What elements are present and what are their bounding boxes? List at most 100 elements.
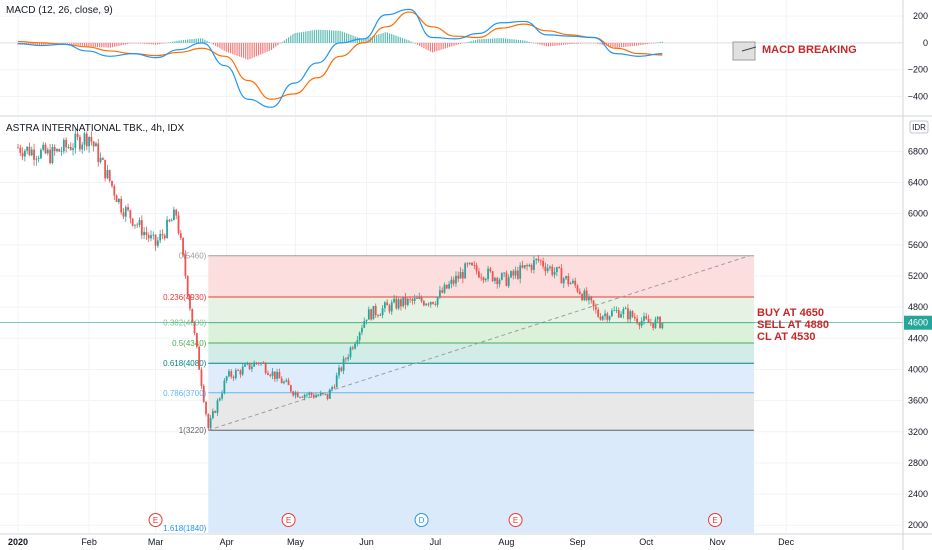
- event-marker[interactable]: E: [281, 513, 296, 527]
- macd-histogram-bar: [346, 33, 348, 43]
- event-marker[interactable]: D: [414, 513, 429, 527]
- candle-body: [351, 347, 354, 349]
- candle-body: [397, 299, 400, 309]
- macd-histogram-bar: [253, 42, 255, 58]
- candle-body: [578, 291, 581, 295]
- event-marker[interactable]: E: [148, 513, 163, 527]
- macd-histogram-bar: [245, 42, 247, 59]
- macd-histogram-bar: [620, 42, 623, 48]
- macd-histogram-bar: [341, 31, 343, 43]
- macd-histogram-bar: [401, 38, 404, 43]
- candle-body: [643, 316, 645, 321]
- macd-histogram-bar: [653, 42, 655, 44]
- candle-body: [652, 323, 655, 329]
- macd-histogram-bar: [146, 42, 148, 44]
- candle-body: [347, 357, 350, 360]
- candle-body: [413, 298, 416, 301]
- macd-histogram-bar: [457, 42, 459, 45]
- candle-body: [443, 284, 446, 293]
- candle-body: [260, 362, 262, 364]
- macd-histogram-bar: [373, 35, 376, 43]
- candle-body: [388, 305, 391, 312]
- svg-text:IDR: IDR: [912, 123, 926, 132]
- candle-body: [496, 277, 499, 285]
- macd-histogram-bar: [509, 38, 511, 43]
- macd-histogram-bar: [595, 42, 597, 44]
- macd-histogram-bar: [154, 42, 157, 45]
- candle-body: [46, 149, 49, 154]
- candle-body: [654, 319, 657, 329]
- macd-histogram-bar: [569, 42, 571, 45]
- candle-body: [315, 395, 317, 398]
- macd-histogram-bar: [642, 42, 644, 45]
- macd-histogram-bar: [118, 42, 120, 46]
- macd-histogram-bar: [180, 40, 182, 43]
- macd-annotation: MACD BREAKING: [762, 44, 857, 56]
- currency-badge[interactable]: IDR: [909, 120, 929, 134]
- fib-level-label: 1.618(1840): [163, 524, 206, 533]
- macd-tick-label: −200: [908, 65, 928, 75]
- macd-histogram-bar: [539, 42, 541, 45]
- candle-body: [574, 280, 577, 286]
- macd-histogram-bar: [408, 40, 410, 43]
- event-marker-circle: [281, 513, 296, 527]
- candle-body: [487, 268, 489, 280]
- macd-histogram-bar: [593, 42, 595, 44]
- macd-histogram-bar: [266, 42, 268, 52]
- candle-body: [335, 375, 338, 388]
- macd-histogram-bar: [429, 42, 431, 52]
- candle-body: [494, 277, 496, 282]
- macd-histogram-bar: [30, 42, 32, 46]
- macd-histogram-bar: [187, 39, 189, 43]
- candle-body: [74, 133, 77, 149]
- candle-body: [528, 264, 531, 267]
- macd-histogram-bar: [62, 42, 64, 44]
- macd-histogram-bar: [492, 38, 494, 43]
- macd-histogram-bar: [608, 42, 610, 47]
- macd-histogram-bar: [515, 39, 517, 43]
- macd-histogram-bar: [335, 30, 337, 43]
- macd-histogram-bar: [380, 33, 382, 43]
- macd-histogram-bar: [461, 42, 464, 44]
- time-tick-label: May: [287, 537, 305, 547]
- symbol-title[interactable]: ASTRA INTERNATIONAL TBK., 4h, IDX: [6, 123, 185, 134]
- event-marker[interactable]: E: [708, 513, 723, 527]
- macd-histogram-bar: [307, 31, 309, 43]
- macd-histogram-bar: [524, 40, 526, 43]
- macd-histogram-bar: [247, 42, 249, 60]
- event-marker[interactable]: E: [508, 513, 523, 527]
- candle-body: [354, 343, 356, 349]
- candle-body: [271, 371, 274, 376]
- candle-body: [521, 265, 524, 268]
- candle-body: [562, 278, 565, 284]
- macd-histogram-bar: [120, 42, 122, 46]
- price-tag: 4600: [904, 315, 932, 330]
- macd-histogram-bar: [197, 38, 200, 43]
- candle-body: [601, 316, 604, 320]
- macd-histogram-bar: [305, 31, 307, 43]
- candle-body: [498, 279, 501, 285]
- macd-histogram-bar: [88, 42, 90, 47]
- macd-histogram-bar: [526, 41, 528, 43]
- candle-body: [312, 395, 315, 398]
- price-axis[interactable]: 6800 6400 6000 5600 5200 4800 4400 4000 3600 3200…: [908, 146, 928, 530]
- time-axis[interactable]: 2020 Feb Mar Apr May Jun Jul Aug Sep Oct Nov Dec: [8, 537, 795, 547]
- candle-body: [372, 305, 375, 320]
- macd-histogram-bar: [446, 42, 449, 48]
- macd-histogram-bar: [124, 42, 126, 45]
- candle-body: [480, 277, 483, 279]
- candle-body: [179, 233, 182, 239]
- candle-body: [567, 276, 570, 285]
- candle-body: [390, 302, 393, 312]
- trend-line[interactable]: [208, 255, 750, 431]
- macd-histogram-bar: [71, 42, 73, 45]
- candle-body: [358, 332, 361, 341]
- macd-histogram-bar: [184, 39, 187, 43]
- macd-histogram-bar: [494, 38, 496, 43]
- macd-histogram-bar: [255, 42, 258, 57]
- macd-histogram-bar: [498, 38, 500, 43]
- macd-histogram-bar: [597, 42, 599, 44]
- macd-histogram-bar: [419, 42, 421, 46]
- macd-histogram-bar: [126, 42, 129, 45]
